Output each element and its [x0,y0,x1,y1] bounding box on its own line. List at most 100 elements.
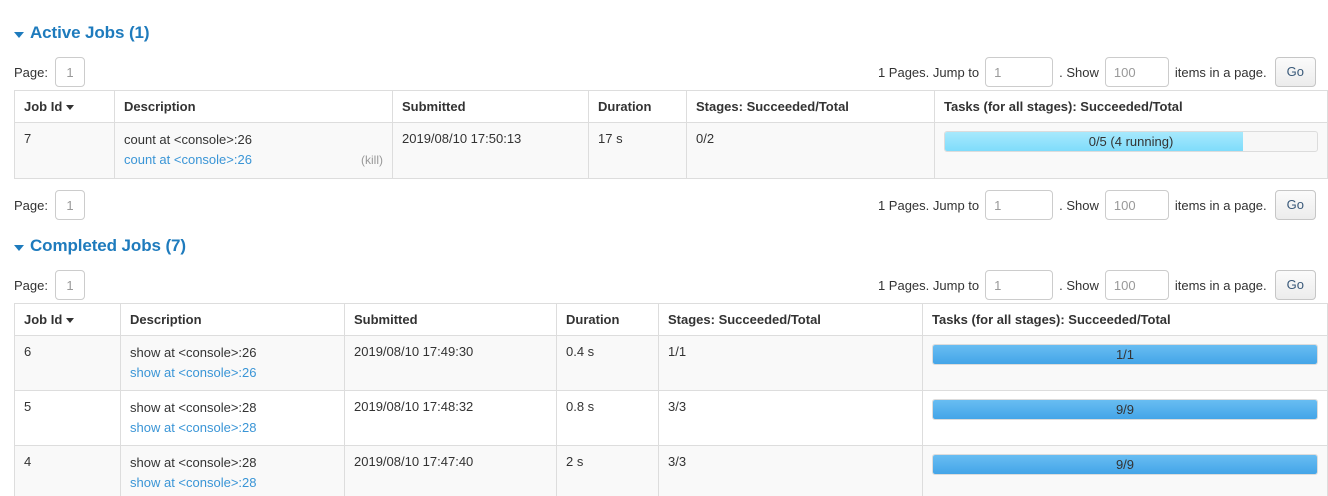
cell-job-id: 7 [14,122,115,179]
cell-tasks: 9/9 [922,390,1328,446]
sort-desc-icon [66,318,75,323]
table-header-row: Job Id Description Submitted Duration St… [14,303,1328,336]
table-row[interactable]: 7 count at <console>:26 count at <consol… [14,122,1328,179]
page-number-input[interactable] [54,190,85,220]
column-header-tasks[interactable]: Tasks (for all stages): Succeeded/Total [934,90,1328,123]
cell-description: count at <console>:26 count at <console>… [114,122,393,179]
progress-label: 9/9 [1115,402,1135,417]
jump-to-input[interactable] [985,57,1054,87]
page-number-input[interactable] [54,270,85,300]
pages-jump-label: 1 Pages. Jump to [877,64,980,80]
task-progress-bar: 9/9 [932,399,1318,420]
task-progress-bar: 1/1 [932,344,1318,365]
task-progress-bar: 9/9 [932,454,1318,475]
active-pager-bottom-right: 1 Pages. Jump to . Show items in a page.… [878,190,1316,220]
progress-fill-complete [933,455,1317,474]
cell-stages: 3/3 [658,445,923,496]
active-jobs-body: 7 count at <console>:26 count at <consol… [14,122,1328,179]
active-jobs-pager-top: Page: 1 Pages. Jump to . Show items in a… [0,54,1328,90]
active-pager-bottom-left: Page: [14,190,85,220]
column-header-description[interactable]: Description [114,90,393,123]
progress-fill-complete [933,400,1317,419]
job-description-link[interactable]: count at <console>:26 [124,152,252,167]
completed-pager-right: 1 Pages. Jump to . Show items in a page.… [878,270,1316,300]
cell-duration: 0.8 s [556,390,659,446]
active-jobs-section-header[interactable]: Active Jobs (1) [0,22,1328,44]
page-number-input[interactable] [54,57,85,87]
column-header-description[interactable]: Description [120,303,345,336]
go-button[interactable]: Go [1274,57,1316,87]
description-link-row: show at <console>:28 [130,418,335,437]
description-link-row: show at <console>:28 [130,473,335,492]
column-header-duration[interactable]: Duration [556,303,659,336]
column-header-submitted[interactable]: Submitted [344,303,557,336]
description-text: show at <console>:28 [130,455,257,470]
jump-to-input[interactable] [985,270,1054,300]
job-description-link[interactable]: show at <console>:28 [130,475,257,490]
description-text: show at <console>:28 [130,400,257,415]
column-header-job-id[interactable]: Job Id [14,90,115,123]
description-text: count at <console>:26 [124,132,252,147]
job-description-link[interactable]: show at <console>:26 [130,365,257,380]
cell-job-id: 5 [14,390,121,446]
page-label: Page: [14,277,48,293]
progress-fill-running [945,132,1243,151]
cell-tasks: 0/5 (4 running) [934,122,1328,179]
cell-job-id: 6 [14,335,121,391]
description-text: show at <console>:26 [130,345,257,360]
completed-jobs-section-header[interactable]: Completed Jobs (7) [0,235,1328,257]
completed-jobs-pager-top: Page: 1 Pages. Jump to . Show items in a… [0,267,1328,303]
pages-jump-label: 1 Pages. Jump to [877,197,980,213]
column-header-stages[interactable]: Stages: Succeeded/Total [658,303,923,336]
table-header-row: Job Id Description Submitted Duration St… [14,90,1328,123]
cell-submitted: 2019/08/10 17:50:13 [392,122,589,179]
page-label: Page: [14,197,48,213]
active-jobs-table: Job Id Description Submitted Duration St… [14,90,1328,179]
cell-description: show at <console>:26 show at <console>:2… [120,335,345,391]
description-link-row: show at <console>:26 [130,363,335,382]
pages-jump-label: 1 Pages. Jump to [877,277,980,293]
column-header-submitted[interactable]: Submitted [392,90,589,123]
active-jobs-title: Active Jobs (1) [30,23,150,42]
cell-description: show at <console>:28 show at <console>:2… [120,445,345,496]
column-header-duration[interactable]: Duration [588,90,687,123]
show-label: . Show [1059,277,1099,293]
task-progress-bar: 0/5 (4 running) [944,131,1318,152]
cell-job-id: 4 [14,445,121,496]
go-button[interactable]: Go [1274,270,1316,300]
show-label: . Show [1059,197,1099,213]
job-description-link[interactable]: show at <console>:28 [130,420,257,435]
kill-job-link[interactable]: (kill) [361,153,383,167]
cell-submitted: 2019/08/10 17:49:30 [344,335,557,391]
page-label: Page: [14,64,48,80]
go-button[interactable]: Go [1274,190,1316,220]
active-pager-right: 1 Pages. Jump to . Show items in a page.… [878,57,1316,87]
page-size-input[interactable] [1104,190,1169,220]
page-size-input[interactable] [1104,270,1169,300]
table-row[interactable]: 4 show at <console>:28 show at <console>… [14,445,1328,496]
completed-jobs-table: Job Id Description Submitted Duration St… [14,303,1328,496]
items-per-page-label: items in a page. [1174,64,1267,80]
cell-duration: 0.4 s [556,335,659,391]
cell-stages: 1/1 [658,335,923,391]
table-row[interactable]: 6 show at <console>:26 show at <console>… [14,335,1328,391]
table-row[interactable]: 5 show at <console>:28 show at <console>… [14,390,1328,446]
cell-stages: 3/3 [658,390,923,446]
column-label: Job Id [24,99,63,114]
active-jobs-pager-bottom: Page: 1 Pages. Jump to . Show items in a… [0,187,1328,223]
cell-tasks: 1/1 [922,335,1328,391]
jump-to-input[interactable] [985,190,1054,220]
items-per-page-label: items in a page. [1174,277,1267,293]
items-per-page-label: items in a page. [1174,197,1267,213]
completed-jobs-title: Completed Jobs (7) [30,236,186,255]
column-header-tasks[interactable]: Tasks (for all stages): Succeeded/Total [922,303,1328,336]
caret-down-icon [14,245,24,251]
progress-fill-complete [933,345,1317,364]
column-header-stages[interactable]: Stages: Succeeded/Total [686,90,935,123]
page-size-input[interactable] [1104,57,1169,87]
progress-label: 0/5 (4 running) [1088,134,1174,149]
completed-pager-left: Page: [14,270,85,300]
caret-down-icon [14,32,24,38]
column-header-job-id[interactable]: Job Id [14,303,121,336]
